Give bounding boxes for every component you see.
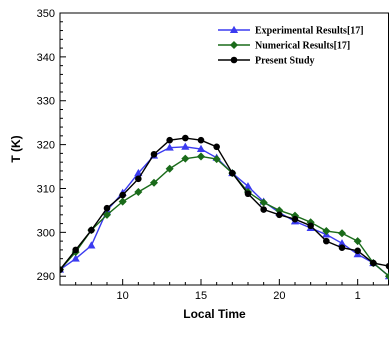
series-line — [60, 155, 389, 277]
data-point-circle-marker — [119, 191, 126, 199]
data-point-triangle-marker — [196, 144, 206, 152]
data-point-triangle-marker — [165, 143, 174, 151]
data-point-circle-marker — [370, 259, 377, 267]
series-group — [60, 134, 389, 281]
axes: 290 300 310 320 330 340 350 10 15 20 1 — [37, 8, 389, 302]
data-point-diamond-marker — [259, 198, 268, 207]
legend-label: Experimental Results[17] — [255, 26, 364, 37]
data-point-triangle-marker — [71, 254, 80, 262]
y-tick-label: 320 — [37, 140, 55, 152]
y-tick-label: 300 — [37, 227, 55, 239]
y-tick-label: 330 — [37, 96, 55, 108]
data-point-triangle-marker — [87, 241, 96, 249]
data-point-circle-marker — [150, 150, 158, 158]
y-tick-label: 340 — [37, 52, 55, 64]
legend-diamond-marker — [229, 40, 239, 50]
data-point-circle-marker — [260, 206, 267, 213]
legend-circle-marker — [230, 56, 238, 64]
data-point-circle-marker — [72, 246, 79, 254]
data-point-circle-marker — [244, 190, 252, 198]
data-point-circle-marker — [135, 175, 142, 183]
data-point-circle-marker — [385, 262, 389, 270]
data-point-diamond-marker — [196, 152, 206, 161]
series-2 — [60, 152, 389, 281]
data-point-circle-marker — [213, 143, 220, 151]
data-point-circle-marker — [60, 266, 64, 273]
data-point-diamond-marker — [102, 210, 112, 219]
data-point-diamond-marker — [212, 155, 221, 164]
data-point-circle-marker — [103, 204, 111, 212]
data-point-circle-marker — [338, 244, 346, 252]
data-point-diamond-marker — [322, 227, 331, 236]
data-point-circle-marker — [323, 237, 330, 245]
data-point-circle-marker — [88, 226, 95, 234]
x-tick-label: 15 — [195, 290, 207, 302]
legend-entry: Numerical Results[17] — [218, 41, 350, 52]
data-point-diamond-marker — [134, 187, 143, 197]
y-axis-title: T (K) — [9, 135, 23, 162]
legend-label: Numerical Results[17] — [255, 41, 350, 52]
legend-triangle-marker — [229, 25, 239, 34]
legend-label: Present Study — [255, 56, 315, 67]
data-point-circle-marker — [307, 222, 314, 230]
data-point-diamond-marker — [149, 178, 159, 187]
data-point-diamond-marker — [118, 197, 127, 206]
series-line — [60, 137, 389, 271]
legend-entry: Present Study — [218, 56, 315, 67]
x-tick-label: 20 — [273, 290, 285, 302]
data-point-circle-marker — [229, 169, 236, 177]
y-tick-label: 350 — [37, 8, 55, 20]
data-point-diamond-marker — [353, 237, 362, 246]
data-point-diamond-marker — [337, 229, 347, 238]
x-axis-title: Local Time — [183, 307, 246, 321]
legend-entry: Experimental Results[17] — [218, 26, 364, 37]
data-point-diamond-marker — [165, 164, 174, 173]
x-tick-label: 1 — [355, 290, 361, 302]
data-point-circle-marker — [291, 215, 299, 223]
legend: Experimental Results[17] Numerical Result… — [218, 26, 364, 67]
data-point-circle-marker — [182, 134, 189, 142]
x-tick-label: 10 — [117, 290, 129, 302]
series-3 — [60, 134, 389, 273]
data-point-circle-marker — [197, 136, 205, 144]
data-point-triangle-marker — [181, 142, 190, 150]
y-tick-label: 290 — [37, 271, 55, 283]
data-point-circle-marker — [166, 136, 173, 144]
data-point-circle-marker — [354, 247, 361, 255]
data-point-diamond-marker — [181, 154, 190, 163]
data-point-diamond-marker — [384, 272, 389, 281]
y-tick-label: 310 — [37, 183, 55, 195]
data-point-circle-marker — [276, 211, 283, 219]
